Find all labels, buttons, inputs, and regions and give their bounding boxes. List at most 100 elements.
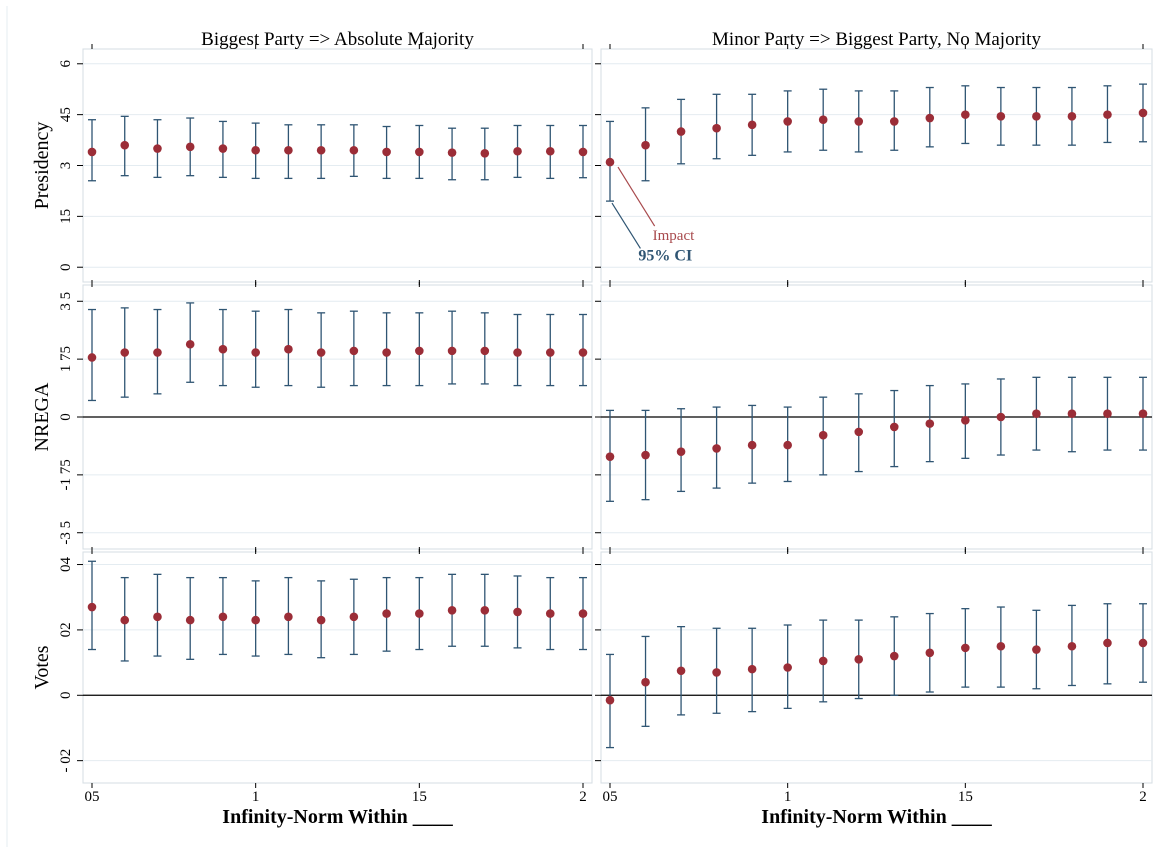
point-estimate [480,346,490,356]
point-estimate [889,651,899,661]
point-estimate [480,605,490,615]
point-estimate [676,127,686,136]
x-tick-label: 15 [958,789,973,805]
y-tick-label: 6 [58,60,74,68]
point-estimate [605,452,615,461]
point-estimate [818,656,828,666]
point-estimates [87,108,1148,705]
point-estimate [415,609,424,618]
point-estimate [87,602,97,612]
y-tick-label: 15 [58,209,74,224]
point-estimate [1032,645,1041,654]
point-estimate [480,148,490,158]
column-title-1: Biggest Party => Absolute Majority [201,29,474,50]
y-tick-label: 0 [58,692,74,700]
point-estimate [284,145,293,155]
point-estimate [447,346,457,356]
point-estimate [1067,641,1077,651]
point-estimate [185,142,195,152]
axis-text: Biggest Party => Absolute Majority Minor … [31,29,1147,828]
point-estimate [382,348,391,357]
x-tick-label: 2 [1139,789,1147,805]
point-estimate [747,440,757,450]
point-estimate [747,120,757,130]
point-estimate [578,348,588,357]
point-estimate [120,615,130,625]
point-estimate [996,112,1006,121]
point-estimate [854,117,864,126]
point-estimate [415,346,424,356]
point-estimate [382,609,391,618]
y-tick-label: 0 [58,413,74,421]
point-estimate [349,145,359,155]
point-estimate [120,348,130,357]
point-estimate [1103,638,1112,648]
point-estimate [251,348,260,357]
y-tick-label: 04 [58,557,74,573]
point-estimate [889,117,899,126]
y-axis-title-presidency: Presidency [31,122,53,210]
point-estimate [1138,638,1148,648]
point-estimate [1103,110,1112,119]
point-estimate [605,157,615,167]
column-title-2: Minor Party => Biggest Party, No Majorit… [712,29,1041,50]
point-estimate [153,612,162,622]
point-estimate [961,416,970,425]
point-estimate [218,344,228,354]
point-estimate [185,339,195,349]
point-estimate [316,145,326,155]
point-estimate [545,348,555,357]
y-tick-label: 1 75 [58,346,74,372]
point-estimate [87,147,97,157]
point-estimate [284,612,293,622]
point-estimate [185,615,195,625]
point-estimate [251,145,260,155]
point-estimate [747,664,757,674]
point-estimate [1138,409,1148,418]
point-estimate [783,117,792,126]
point-estimate [447,148,457,157]
ci-annotation-label: 95% CI [638,247,692,264]
point-estimate [925,419,935,428]
point-estimate [545,146,555,156]
panel-r3-c1-frame [82,551,593,784]
point-estimate [605,695,615,705]
point-estimate [818,115,828,125]
point-estimate [783,440,792,450]
y-axis-title-votes: Votes [31,645,53,689]
point-estimate [961,643,970,653]
point-estimate [1067,409,1077,418]
y-tick-label: 3 5 [58,292,74,311]
x-tick-label: 15 [412,789,427,805]
axis-ticks [77,44,1144,788]
x-tick-label: 2 [579,789,587,805]
point-estimate [1032,112,1041,121]
point-estimate [316,615,326,625]
impact-annotation-pointer [617,166,656,227]
y-tick-label: 45 [58,107,74,122]
y-tick-label: -3 5 [58,521,74,545]
point-estimate [218,144,228,153]
point-estimate [153,348,162,357]
point-estimate [996,641,1006,651]
point-estimate [120,140,130,150]
y-axis-title-nrega: NREGA [31,382,53,451]
point-estimate [676,666,686,676]
point-estimate [382,147,391,157]
point-estimate [676,447,686,457]
point-estimate [316,348,326,357]
y-tick-label: 02 [58,622,74,637]
impact-annotation-label: Impact [653,228,695,244]
x-tick-label: 1 [784,789,792,805]
x-axis-title-1: Infinity-Norm Within ____ [222,806,453,828]
point-estimate [284,344,293,354]
point-estimate [854,427,864,437]
y-tick-label: - 02 [58,749,74,773]
point-estimate [1138,108,1148,118]
panel-gridlines [83,63,1152,762]
point-estimate [818,430,828,440]
point-estimate [349,346,359,356]
point-estimate [854,655,864,664]
x-axis-title-2: Infinity-Norm Within ____ [761,806,992,828]
